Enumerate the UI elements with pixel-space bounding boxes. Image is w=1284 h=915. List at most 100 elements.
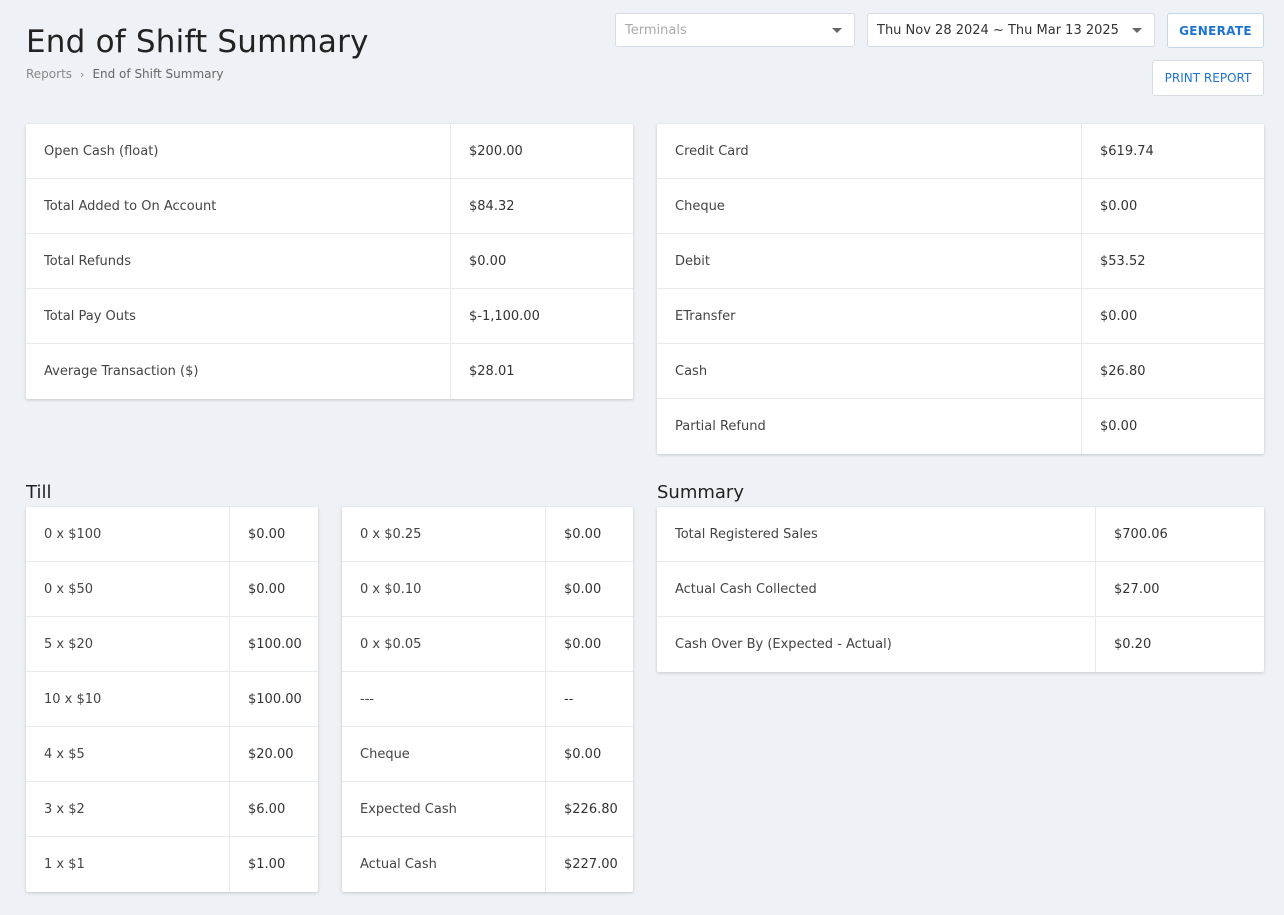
table-row: 4 x $5 $20.00 <box>26 727 318 782</box>
table-row: Debit $53.52 <box>657 234 1264 289</box>
row-label: --- <box>342 672 546 726</box>
payment-methods-card: Credit Card $619.74 Cheque $0.00 Debit $53.… <box>657 124 1264 454</box>
row-value: $200.00 <box>469 143 523 159</box>
row-label: 5 x $20 <box>26 617 230 671</box>
row-value: $226.80 <box>564 801 618 817</box>
table-row: 1 x $1 $1.00 <box>26 837 318 892</box>
date-range-select[interactable]: Thu Nov 28 2024 ~ Thu Mar 13 2025 <box>867 13 1155 47</box>
print-report-button[interactable]: PRINT REPORT <box>1152 60 1264 96</box>
row-value: $0.00 <box>564 526 602 542</box>
row-value: $27.00 <box>1114 581 1160 597</box>
table-row: Cheque $0.00 <box>342 727 633 782</box>
caret-down-icon <box>1132 28 1142 33</box>
row-label: 3 x $2 <box>26 782 230 836</box>
table-row: ETransfer $0.00 <box>657 289 1264 344</box>
table-row: Total Registered Sales $700.06 <box>657 507 1264 562</box>
row-label: 4 x $5 <box>26 727 230 781</box>
row-label: Total Registered Sales <box>657 507 1096 561</box>
row-value: $619.74 <box>1100 143 1154 159</box>
terminals-placeholder: Terminals <box>625 22 687 38</box>
chevron-right-icon: › <box>80 67 85 81</box>
till-heading: Till <box>26 482 52 503</box>
table-row: Total Added to On Account $84.32 <box>26 179 633 234</box>
row-label: Open Cash (float) <box>26 124 451 178</box>
table-row: 0 x $0.25 $0.00 <box>342 507 633 562</box>
table-row: Expected Cash $226.80 <box>342 782 633 837</box>
row-label: Cheque <box>657 179 1082 233</box>
row-value: $100.00 <box>248 636 302 652</box>
row-label: Average Transaction ($) <box>26 344 451 399</box>
row-label: Total Pay Outs <box>26 289 451 343</box>
table-row: Total Pay Outs $-1,100.00 <box>26 289 633 344</box>
row-value: $0.00 <box>1100 198 1138 214</box>
table-row: Cash $26.80 <box>657 344 1264 399</box>
table-row: Actual Cash $227.00 <box>342 837 633 892</box>
table-row: Cheque $0.00 <box>657 179 1264 234</box>
summary-heading: Summary <box>657 482 744 503</box>
row-value: $0.00 <box>248 581 286 597</box>
row-value: $227.00 <box>564 857 618 872</box>
caret-down-icon <box>832 28 842 33</box>
row-label: Expected Cash <box>342 782 546 836</box>
row-label: Actual Cash <box>342 837 546 892</box>
breadcrumb-reports-link[interactable]: Reports <box>26 67 73 81</box>
table-row: 0 x $0.05 $0.00 <box>342 617 633 672</box>
row-label: Debit <box>657 234 1082 288</box>
table-row: Average Transaction ($) $28.01 <box>26 344 633 399</box>
table-row: 3 x $2 $6.00 <box>26 782 318 837</box>
row-value: $53.52 <box>1100 253 1146 269</box>
row-value: $28.01 <box>469 364 515 379</box>
row-label: Cheque <box>342 727 546 781</box>
row-label: Cash Over By (Expected - Actual) <box>657 617 1096 672</box>
row-value: $0.00 <box>564 581 602 597</box>
table-row: 10 x $10 $100.00 <box>26 672 318 727</box>
row-value: $0.00 <box>469 253 507 269</box>
table-row: Open Cash (float) $200.00 <box>26 124 633 179</box>
till-bills-card: 0 x $100 $0.00 0 x $50 $0.00 5 x $20 $100.0… <box>26 507 318 892</box>
row-label: Credit Card <box>657 124 1082 178</box>
row-label: Partial Refund <box>657 399 1082 454</box>
row-label: 0 x $0.25 <box>342 507 546 561</box>
table-row: 0 x $50 $0.00 <box>26 562 318 617</box>
row-value: $-1,100.00 <box>469 308 540 324</box>
row-value: $0.00 <box>1100 308 1138 324</box>
row-label: 0 x $0.10 <box>342 562 546 616</box>
row-value: $20.00 <box>248 746 294 762</box>
table-row: Credit Card $619.74 <box>657 124 1264 179</box>
row-value: $0.00 <box>564 746 602 762</box>
row-value: $0.00 <box>564 636 602 652</box>
table-row: Cash Over By (Expected - Actual) $0.20 <box>657 617 1264 672</box>
row-label: 0 x $100 <box>26 507 230 561</box>
table-row: 5 x $20 $100.00 <box>26 617 318 672</box>
row-label: 1 x $1 <box>26 837 230 892</box>
row-value: $0.20 <box>1114 637 1152 652</box>
page-title: End of Shift Summary <box>26 24 369 60</box>
row-value: $100.00 <box>248 691 302 707</box>
row-value: $0.00 <box>248 526 286 542</box>
row-value: $700.06 <box>1114 526 1168 542</box>
row-value: $26.80 <box>1100 363 1146 379</box>
till-coins-card: 0 x $0.25 $0.00 0 x $0.10 $0.00 0 x $0.05 $… <box>342 507 633 892</box>
terminals-select[interactable]: Terminals <box>615 13 855 47</box>
table-row: --- -- <box>342 672 633 727</box>
row-label: ETransfer <box>657 289 1082 343</box>
row-label: Total Refunds <box>26 234 451 288</box>
row-label: 10 x $10 <box>26 672 230 726</box>
totals-left-card: Open Cash (float) $200.00 Total Added to … <box>26 124 633 399</box>
table-row: Total Refunds $0.00 <box>26 234 633 289</box>
row-value: $84.32 <box>469 198 515 214</box>
row-value: $6.00 <box>248 801 286 817</box>
table-row: 0 x $0.10 $0.00 <box>342 562 633 617</box>
row-label: Cash <box>657 344 1082 398</box>
row-value: $0.00 <box>1100 419 1138 434</box>
breadcrumb: Reports › End of Shift Summary <box>26 67 224 81</box>
date-range-value: Thu Nov 28 2024 ~ Thu Mar 13 2025 <box>877 22 1119 38</box>
row-label: Total Added to On Account <box>26 179 451 233</box>
generate-button[interactable]: GENERATE <box>1167 13 1264 48</box>
row-value: -- <box>564 691 574 707</box>
table-row: Partial Refund $0.00 <box>657 399 1264 454</box>
breadcrumb-current: End of Shift Summary <box>92 67 224 81</box>
table-row: 0 x $100 $0.00 <box>26 507 318 562</box>
table-row: Actual Cash Collected $27.00 <box>657 562 1264 617</box>
summary-card: Total Registered Sales $700.06 Actual Cas… <box>657 507 1264 672</box>
